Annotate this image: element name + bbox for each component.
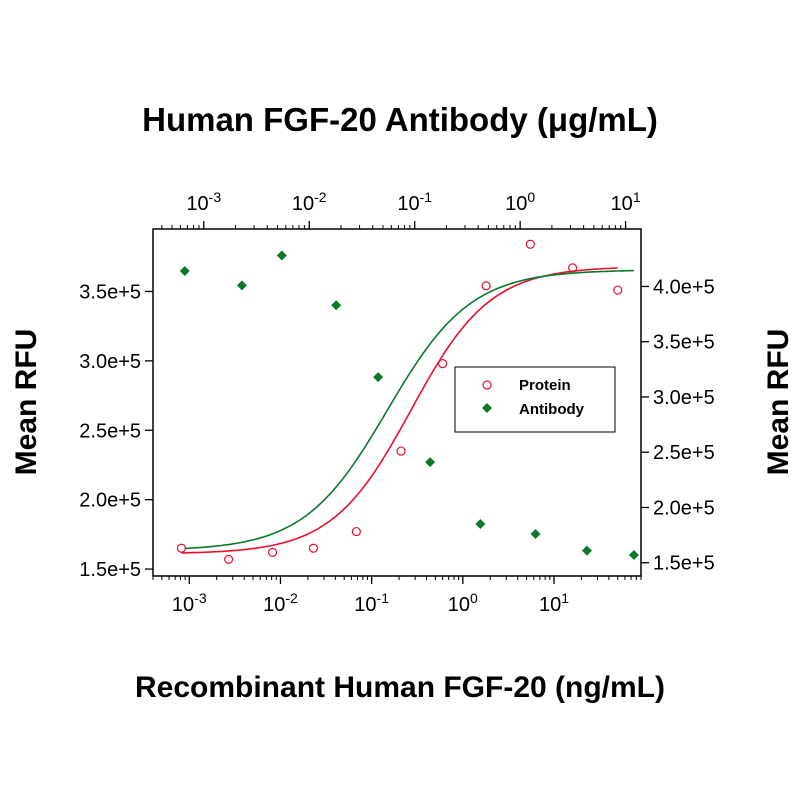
plot-frame (152, 228, 642, 577)
legend-antibody-label: Antibody (519, 401, 585, 418)
bottom-tick-label: 101 (539, 590, 569, 616)
top-tick-label: 10-2 (292, 189, 327, 215)
right-tick-label: 3.5e+5 (653, 332, 715, 354)
protein-data-point (268, 547, 278, 558)
right-tick-label: 3.0e+5 (653, 387, 715, 409)
right-axis-title: Mean RFU (762, 329, 795, 476)
bottom-tick-label: 100 (448, 590, 478, 616)
left-axis-title: Mean RFU (10, 329, 43, 476)
bottom-tick-label: 10-2 (263, 590, 298, 616)
left-tick-label: 2.0e+5 (79, 490, 141, 512)
right-tick-label: 4.0e+5 (653, 276, 715, 298)
left-tick-label: 1.5e+5 (79, 559, 141, 581)
antibody-data-point (425, 457, 436, 468)
protein-data-point (568, 263, 578, 273)
right-tick-label: 1.5e+5 (653, 553, 715, 575)
antibody-data-point (475, 519, 486, 530)
left-tick-label: 3.5e+5 (79, 281, 141, 303)
bottom-tick-label: 10-3 (172, 590, 207, 616)
protein-data-point (308, 543, 319, 553)
protein-data-point (525, 239, 535, 249)
antibody-data-point (236, 280, 247, 291)
legend-protein-label: Protein (519, 377, 571, 394)
bottom-axis-title: Recombinant Human FGF-20 (ng/mL) (135, 671, 665, 704)
left-tick-label: 2.5e+5 (79, 420, 141, 442)
protein-data-point (437, 359, 448, 369)
top-tick-label: 10-3 (186, 189, 221, 215)
left-tick-label: 3.0e+5 (79, 351, 141, 373)
antibody-data-point (628, 550, 639, 561)
antibody-data-point (179, 265, 190, 276)
antibody-fit-curve (184, 269, 634, 550)
data-points (176, 239, 639, 564)
axes-layer: 10-3 10-2 10-1 100 101 10-3 10-2 10-1 100 101 1.5e… (79, 189, 714, 616)
bottom-tick-label: 10-1 (354, 590, 389, 616)
antibody-data-point (373, 372, 384, 383)
protein-data-point (176, 543, 187, 553)
top-tick-label: 101 (611, 189, 641, 215)
protein-data-point (224, 554, 234, 564)
top-axis-title: Human FGF-20 Antibody (μg/mL) (142, 101, 658, 138)
protein-data-point (613, 285, 623, 295)
protein-data-point (351, 526, 361, 537)
right-tick-label: 2.5e+5 (653, 442, 715, 464)
antibody-data-point (581, 545, 592, 556)
legend: Protein Antibody (454, 366, 616, 433)
protein-data-point (481, 281, 491, 291)
protein-data-point (396, 446, 406, 456)
antibody-data-point (276, 250, 287, 261)
legend-protein-marker (482, 380, 492, 390)
top-tick-label: 100 (505, 189, 535, 215)
antibody-data-point (331, 300, 342, 311)
antibody-data-point (530, 529, 541, 540)
top-tick-label: 10-1 (397, 189, 432, 215)
legend-box (454, 366, 616, 433)
right-tick-label: 2.0e+5 (653, 497, 715, 519)
fit-curves (181, 267, 634, 554)
legend-antibody-marker (482, 403, 492, 413)
